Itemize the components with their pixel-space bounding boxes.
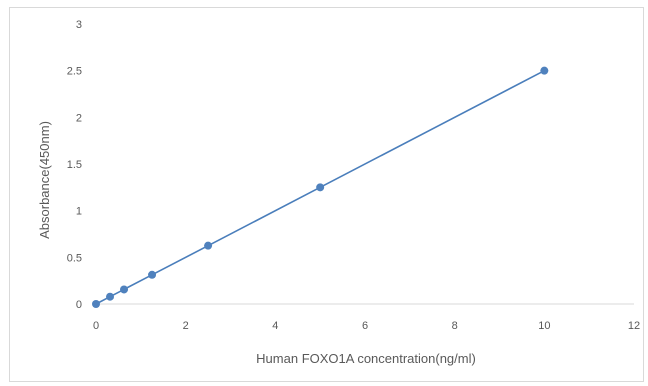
x-tick-label: 8 bbox=[452, 320, 458, 332]
x-axis-title: Human FOXO1A concentration(ng/ml) bbox=[256, 351, 476, 366]
y-tick-label: 2 bbox=[76, 112, 82, 124]
chart-area bbox=[9, 7, 644, 382]
data-point bbox=[148, 270, 157, 279]
y-axis-ticks: 0 0.5 1 1.5 2 2.5 3 bbox=[67, 19, 82, 311]
y-axis-title: Absorbance(450nm) bbox=[37, 121, 52, 239]
x-tick-label: 6 bbox=[362, 320, 368, 332]
data-point bbox=[106, 292, 115, 301]
y-tick-label: 2.5 bbox=[67, 66, 82, 78]
x-tick-label: 2 bbox=[183, 320, 189, 332]
data-point bbox=[120, 285, 129, 294]
data-point bbox=[316, 183, 325, 192]
data-point bbox=[92, 300, 100, 308]
x-tick-label: 0 bbox=[93, 320, 99, 332]
x-axis-ticks: 0 2 4 6 8 10 12 bbox=[93, 320, 640, 332]
data-point bbox=[540, 66, 549, 75]
x-tick-label: 10 bbox=[538, 320, 550, 332]
y-tick-label: 1.5 bbox=[67, 159, 82, 171]
data-point bbox=[204, 241, 213, 250]
y-tick-label: 0.5 bbox=[67, 252, 82, 264]
y-tick-label: 0 bbox=[76, 299, 82, 311]
data-points bbox=[92, 66, 549, 308]
x-tick-label: 12 bbox=[628, 320, 640, 332]
y-tick-label: 3 bbox=[76, 19, 82, 31]
x-tick-label: 4 bbox=[272, 320, 278, 332]
y-tick-label: 1 bbox=[76, 206, 82, 218]
